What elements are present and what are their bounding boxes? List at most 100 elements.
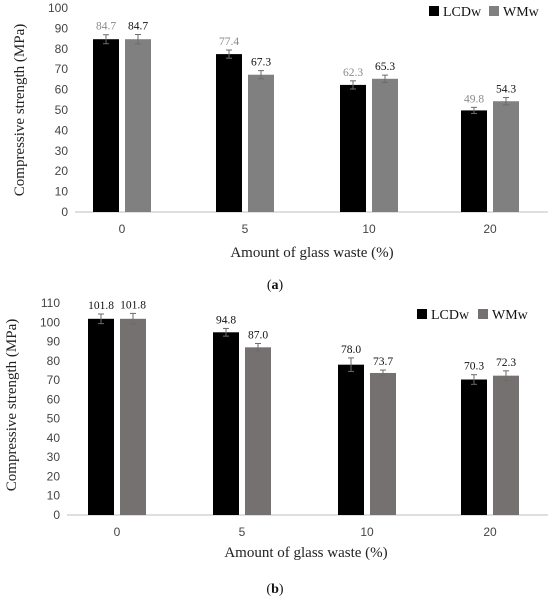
chart-b-y-tick-label: 110 <box>41 296 60 310</box>
chart-a-caption-letter: a <box>272 278 279 293</box>
chart-b: 0 10 20 30 40 50 60 70 80 90 100 110 0 5 10 20 101.8 94… <box>4 296 548 597</box>
chart-b-data-label-lcdw: 78.0 <box>341 344 361 356</box>
chart-b-y-axis-title: Compressive strength (MPa) <box>4 319 20 491</box>
chart-a-data-label-wmw: 65.3 <box>375 61 395 73</box>
chart-b-error-bar <box>130 312 136 325</box>
chart-a-error-bar <box>135 34 141 45</box>
chart-a-y-tick-label: 0 <box>61 205 68 219</box>
chart-b-x-tick-label: 5 <box>239 525 246 539</box>
chart-b-bar-wmw <box>370 372 396 515</box>
chart-a-bar-wmw <box>248 74 274 212</box>
chart-b-bars <box>88 318 519 515</box>
chart-a-y-tick-label: 40 <box>55 123 69 137</box>
chart-b-error-bars <box>98 312 509 385</box>
chart-a-bar-lcdw <box>340 84 366 212</box>
chart-b-y-tick-label: 40 <box>47 431 61 445</box>
chart-a-legend-swatch-wmw <box>489 6 499 16</box>
chart-a-x-tick-label: 5 <box>242 222 249 236</box>
chart-a-error-bar <box>258 70 264 80</box>
chart-a-error-bar <box>382 74 388 83</box>
chart-b-data-label-lcdw: 101.8 <box>88 300 114 312</box>
chart-a-data-label-lcdw: 84.7 <box>96 21 116 33</box>
chart-a-caption: (a) <box>267 278 284 293</box>
chart-a-error-bar <box>103 34 109 45</box>
chart-a-y-tick-label: 50 <box>55 103 69 117</box>
chart-a-bar-wmw <box>493 101 519 212</box>
chart-b-error-bar <box>471 374 477 385</box>
chart-a-y-tick-label: 20 <box>55 164 69 178</box>
chart-b-error-bar <box>380 369 386 377</box>
chart-a-error-bar <box>503 97 509 106</box>
chart-b-y-tick-label: 50 <box>47 412 61 426</box>
chart-a-legend-label-lcdw: LCDw <box>443 5 482 20</box>
chart-a-y-ticks: 0 10 20 30 40 50 60 70 80 90 100 <box>48 1 68 219</box>
chart-a-y-tick-label: 100 <box>48 1 68 15</box>
chart-a-legend-label-wmw: WMw <box>503 5 540 20</box>
chart-b-caption-letter: b <box>271 582 279 597</box>
chart-b-y-tick-label: 70 <box>47 373 61 387</box>
chart-a-y-tick-label: 90 <box>55 21 69 35</box>
chart-b-x-tick-label: 20 <box>483 525 497 539</box>
chart-b-x-tick-label: 0 <box>114 525 121 539</box>
chart-a-data-labels: 84.7 77.4 62.3 49.8 84.7 67.3 65.3 54.3 <box>96 21 516 106</box>
chart-b-data-labels: 101.8 94.8 78.0 70.3 101.8 87.0 73.7 72.3 <box>88 299 516 372</box>
chart-b-y-tick-label: 60 <box>47 392 61 406</box>
chart-a-data-label-lcdw: 49.8 <box>464 93 484 105</box>
chart-b-x-tick-label: 10 <box>360 525 374 539</box>
chart-b-data-label-wmw: 72.3 <box>496 357 516 369</box>
chart-b-y-tick-label: 100 <box>40 315 60 329</box>
chart-b-bar-wmw <box>120 318 146 515</box>
chart-b-error-bar <box>98 313 104 325</box>
chart-a-bar-lcdw <box>216 54 242 212</box>
chart-a-legend: LCDw WMw <box>429 5 540 20</box>
chart-a-bar-lcdw <box>93 39 119 212</box>
chart-a-error-bar <box>471 106 477 114</box>
chart-b-data-label-wmw: 73.7 <box>373 356 393 368</box>
chart-b-legend: LCDw WMw <box>417 308 529 323</box>
chart-a-data-label-lcdw: 77.4 <box>219 36 239 48</box>
chart-a-error-bar <box>226 49 232 59</box>
chart-b-y-tick-label: 80 <box>47 354 61 368</box>
chart-a-x-tick-label: 0 <box>119 222 126 236</box>
chart-b-caption: (b) <box>266 582 283 597</box>
chart-a-bar-wmw <box>125 39 151 212</box>
chart-b-data-label-wmw: 87.0 <box>248 329 268 341</box>
chart-b-data-label-wmw: 101.8 <box>120 299 146 311</box>
chart-b-bar-wmw <box>493 375 519 515</box>
chart-a-x-tick-label: 20 <box>483 222 497 236</box>
chart-a-data-label-wmw: 54.3 <box>496 84 516 96</box>
chart-a-x-axis-title: Amount of glass waste (%) <box>230 245 393 261</box>
chart-b-legend-swatch-lcdw <box>417 309 427 319</box>
chart-b-y-tick-label: 10 <box>47 489 61 503</box>
chart-b-legend-label-lcdw: LCDw <box>431 308 470 323</box>
chart-b-data-label-lcdw: 94.8 <box>216 314 236 326</box>
chart-b-bar-lcdw <box>88 318 114 515</box>
chart-b-bar-lcdw <box>213 332 239 515</box>
chart-b-error-bar <box>503 370 509 381</box>
chart-a-y-tick-label: 80 <box>55 42 69 56</box>
chart-b-error-bar <box>255 342 261 352</box>
chart-a-bar-lcdw <box>461 110 487 212</box>
chart-a-y-tick-label: 30 <box>55 144 69 158</box>
chart-b-y-tick-label: 90 <box>47 335 61 349</box>
chart-a-data-label-lcdw: 62.3 <box>343 67 363 79</box>
chart-b-bar-lcdw <box>338 364 364 515</box>
chart-b-data-label-lcdw: 70.3 <box>464 361 484 373</box>
chart-b-x-ticks: 0 5 10 20 <box>114 525 497 539</box>
chart-b-legend-label-wmw: WMw <box>492 308 529 323</box>
chart-b-y-ticks: 0 10 20 30 40 50 60 70 80 90 100 110 <box>40 296 60 522</box>
chart-a-error-bar <box>350 80 356 90</box>
chart-a-bars <box>93 39 519 213</box>
chart-b-error-bar <box>223 327 229 337</box>
chart-b-legend-swatch-wmw <box>478 309 488 319</box>
chart-b-x-axis-title: Amount of glass waste (%) <box>224 545 387 561</box>
chart-a-legend-swatch-lcdw <box>429 6 439 16</box>
chart-a: 0 10 20 30 40 50 60 70 80 90 100 0 5 10 20 84.7 77.4 62… <box>12 1 548 293</box>
chart-a-y-tick-label: 10 <box>55 185 69 199</box>
chart-a-y-tick-label: 60 <box>55 83 69 97</box>
chart-a-y-tick-label: 70 <box>55 62 69 76</box>
chart-b-y-tick-label: 0 <box>53 508 60 522</box>
chart-a-x-tick-label: 10 <box>362 222 376 236</box>
chart-b-error-bar <box>348 357 354 372</box>
